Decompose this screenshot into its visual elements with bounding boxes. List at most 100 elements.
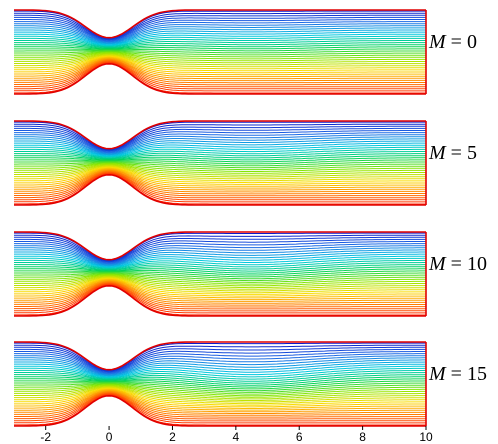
streamline [14,161,426,169]
parameter-symbol: M [428,142,447,164]
streamline [14,57,426,78]
parameter-value: 15 [467,363,487,385]
streamline [14,162,426,171]
streamline [14,155,426,161]
equals-sign: = [446,142,467,164]
streamline [14,144,426,157]
panel-2: M = 10 [13,231,487,317]
upper-wall [14,120,426,150]
streamline [14,266,426,274]
streamline [14,392,426,420]
streamline [14,33,426,46]
streamline [14,384,426,398]
streamline [14,55,426,70]
streamline [14,283,426,312]
streamline [14,60,426,86]
streamline [14,35,426,47]
x-tick-label: 6 [296,430,303,444]
streamline [14,392,426,418]
streamline [14,243,426,264]
streamline [14,280,426,302]
parameter-value: 10 [467,253,487,275]
parameter-symbol: M [428,253,447,275]
streamline [14,253,426,268]
streamline [14,344,426,372]
streamline [14,351,426,374]
streamline [14,54,426,68]
streamline [14,140,426,156]
streamline [14,383,426,395]
x-tick-label: 8 [359,430,366,444]
streamline [14,389,426,411]
lower-wall [14,394,426,427]
streamline [14,355,426,375]
streamline [14,268,426,276]
streamline [14,361,427,377]
streamline [14,346,426,372]
streamline [14,282,426,310]
streamline [14,280,426,304]
x-tick-label: 4 [233,430,240,444]
streamline [14,49,426,54]
streamline [14,37,426,47]
streamline [14,153,426,160]
streamline [14,132,426,153]
streamline [14,278,426,297]
streamline [14,130,426,153]
streamline [14,55,426,72]
x-tick-label: -2 [40,430,51,444]
parameter-value: 0 [467,31,477,53]
streamline [14,169,426,193]
streamline [14,42,426,49]
streamline [14,62,426,92]
streamline [14,272,426,282]
streamline [14,365,427,378]
streamline [14,50,426,56]
streamline [14,363,427,378]
streamline [14,272,426,280]
streamline [14,48,426,52]
streamline [14,21,426,42]
streamline [14,171,426,199]
streamline [14,277,426,295]
streamline [14,157,426,163]
streamline [14,270,426,278]
panel-3: M = 15 [13,341,487,427]
streamline [14,166,426,182]
streamline [14,378,427,388]
lower-wall [14,173,426,206]
streamline [14,387,426,406]
streamline [14,386,426,403]
streamline [14,19,426,42]
streamline [14,394,426,424]
streamline [14,245,426,265]
streamline [14,56,426,74]
panel-1: M = 5 [14,120,477,206]
streamline [14,238,426,263]
streamline [14,164,426,178]
streamline [14,274,426,287]
streamline [14,53,426,66]
streamline [14,60,426,88]
x-tick-label: 2 [169,430,176,444]
streamline [14,165,426,180]
x-axis: -2 0 2 4 6 8 10 [40,426,433,444]
streamline [14,391,426,416]
panels: M = 0M = 5M = 10M = 15 [13,9,487,427]
streamline [14,171,426,197]
streamline [14,172,426,201]
streamline [14,385,426,400]
panel-0: M = 0 [14,9,477,95]
streamline [14,134,426,154]
streamline [14,277,426,294]
streamline [14,161,426,167]
streamline [14,241,426,264]
streamline [14,27,426,44]
streamline [14,53,426,64]
panel-label: M = 10 [428,253,487,275]
streamline [14,166,426,184]
streamline [14,369,427,380]
streamline [13,273,426,283]
streamline [14,353,426,374]
